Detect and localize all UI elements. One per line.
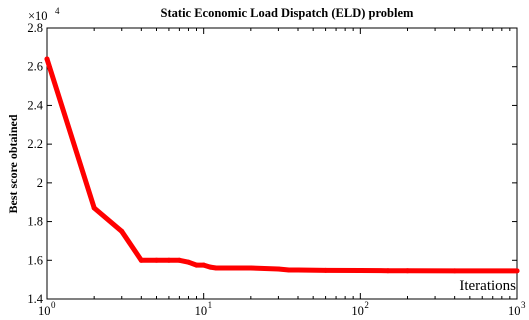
data-point: [405, 268, 410, 274]
y-axis-multiplier: ×10 4: [28, 6, 60, 23]
data-point: [91, 205, 97, 211]
y-axis: 1.4 1.6 1.8 2 2.2 2.4 2.6 2.8: [27, 21, 517, 306]
y-tick-label: 1.8: [27, 215, 43, 229]
x-tick-label: 10: [195, 304, 208, 318]
x-tick-label: 10: [38, 304, 51, 318]
data-point: [357, 268, 363, 273]
y-tick-label: 2.8: [27, 21, 43, 35]
data-point: [207, 264, 213, 270]
data-point: [154, 257, 159, 263]
data-point: [176, 257, 182, 263]
y-tick-label: 1.4: [27, 292, 43, 306]
x-axis: 10 0 10 1 10 2 10 3: [38, 28, 526, 318]
x-tick-exponent: 2: [364, 300, 369, 310]
data-point: [295, 267, 301, 273]
y-multiplier-exponent: 4: [55, 6, 60, 16]
y-tick-label: 2: [37, 176, 43, 190]
plot-area: [46, 27, 518, 300]
y-tick-label: 2.2: [27, 137, 43, 151]
data-point: [138, 257, 144, 263]
y-axis-label: Best score obtained: [6, 114, 20, 213]
data-point: [119, 228, 125, 234]
y-tick-label: 1.6: [27, 253, 43, 267]
x-tick-label: 10: [351, 304, 364, 318]
data-point: [323, 267, 329, 273]
series-layer: [44, 56, 520, 274]
data-point: [248, 265, 254, 271]
data-point: [514, 268, 520, 274]
data-point: [166, 257, 172, 263]
data-point: [228, 265, 234, 271]
series-line: [44, 56, 520, 274]
y-multiplier-base: ×10: [28, 9, 48, 23]
y-tick-label: 2.6: [27, 60, 43, 74]
data-point: [201, 262, 207, 268]
data-point: [194, 262, 199, 268]
x-axis-label: Iterations: [459, 278, 516, 294]
data-point: [275, 266, 281, 272]
y-tick-label: 2.4: [27, 98, 43, 112]
x-tick-exponent: 0: [51, 300, 56, 310]
data-point: [286, 267, 292, 273]
x-tick-label: 10: [508, 304, 521, 318]
data-point: [385, 268, 391, 274]
data-point: [213, 265, 219, 271]
x-tick-exponent: 1: [208, 300, 213, 310]
data-point: [186, 259, 191, 265]
chart-title: Static Economic Load Dispatch (ELD) prob…: [161, 6, 414, 20]
x-tick-exponent: 3: [521, 300, 526, 310]
data-point: [452, 268, 458, 274]
data-point: [44, 56, 50, 62]
